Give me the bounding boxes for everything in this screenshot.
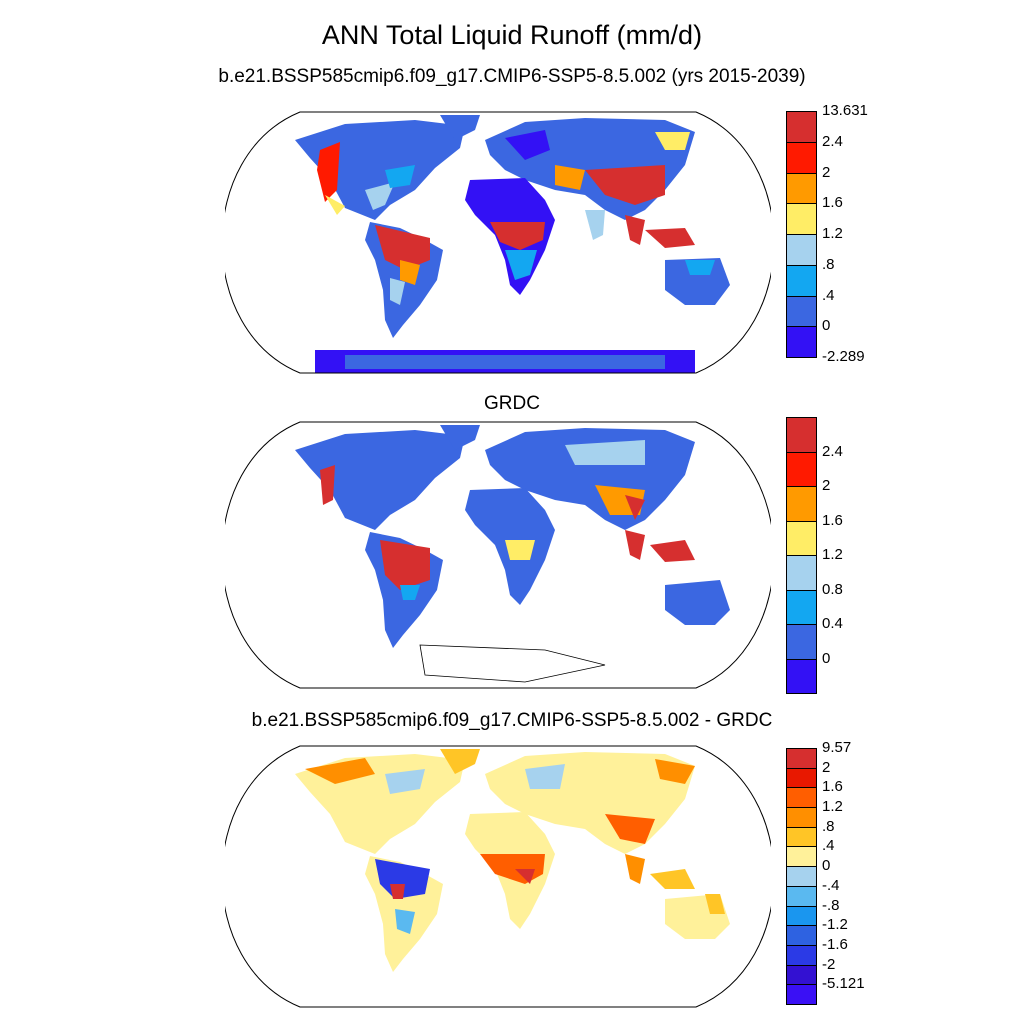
colorbar-label: -5.121 — [822, 975, 865, 993]
colorbar-label: 0.4 — [822, 615, 843, 632]
colorbar-label: 2 — [822, 163, 831, 181]
colorbar-swatch — [786, 417, 817, 453]
colorbar-swatch — [786, 767, 817, 789]
colorbar-label: 13.631 — [822, 102, 868, 119]
colorbar-label: -.8 — [822, 896, 840, 914]
colorbar-swatch — [786, 486, 817, 522]
colorbar-swatch — [786, 624, 817, 660]
colorbar-swatch — [786, 326, 817, 358]
colorbar-swatch — [786, 264, 817, 297]
colorbar-swatch — [786, 964, 817, 986]
colorbar-label: 2 — [822, 758, 831, 776]
south-asia — [625, 530, 645, 560]
colorbar-label: 1.6 — [822, 511, 843, 529]
greenland — [440, 115, 480, 140]
panel-3-map — [225, 745, 771, 1008]
australia — [665, 580, 730, 625]
colorbar-label: -1.6 — [822, 935, 848, 953]
colorbar-swatch — [786, 141, 817, 174]
greenland — [440, 425, 480, 450]
panel-3-subtitle: b.e21.BSSP585cmip6.f09_g17.CMIP6-SSP5-8.… — [251, 710, 773, 731]
colorbar-swatch — [786, 787, 817, 809]
colorbar-swatch — [786, 658, 817, 694]
north-america — [295, 430, 465, 530]
australia — [665, 258, 730, 305]
colorbar-label: 2.4 — [822, 442, 843, 460]
colorbar-label: 1.6 — [822, 778, 843, 796]
colorbar-label: 1.2 — [822, 798, 843, 816]
greenland — [440, 749, 480, 774]
panel-1-subtitle: b.e21.BSSP585cmip6.f09_g17.CMIP6-SSP5-8.… — [218, 66, 806, 87]
colorbar-label: 2 — [822, 477, 831, 494]
colorbar-swatch — [786, 944, 817, 966]
panel-1-map — [225, 111, 771, 374]
colorbar-label: 1.2 — [822, 546, 843, 563]
colorbar-swatch — [786, 846, 817, 868]
colorbar-label: -1.2 — [822, 916, 848, 934]
colorbar-label: .4 — [822, 286, 835, 304]
colorbar-label: 9.57 — [822, 739, 852, 756]
colorbar-swatch — [786, 885, 817, 907]
colorbar-label: 0 — [822, 649, 831, 667]
colorbar-swatch — [786, 520, 817, 556]
colorbar-label: .4 — [822, 837, 835, 855]
south-asia — [625, 854, 645, 884]
colorbar-swatch — [786, 826, 817, 848]
panel-2-subtitle: GRDC — [484, 393, 540, 414]
colorbar-label: 1.6 — [822, 194, 843, 212]
colorbar-label: .8 — [822, 817, 835, 835]
colorbar-swatch — [786, 807, 817, 828]
colorbar-label: -2.289 — [822, 348, 865, 365]
antarctica — [419, 644, 606, 683]
colorbar-swatch — [786, 589, 817, 625]
colorbar-label: -2 — [822, 955, 836, 973]
colorbar-swatch — [786, 984, 817, 1005]
colorbar-label: 0 — [822, 857, 831, 875]
colorbar-swatch — [786, 555, 817, 591]
colorbar-swatch — [786, 295, 817, 328]
colorbar-label: 0 — [822, 317, 831, 335]
colorbar-label: .8 — [822, 255, 835, 273]
colorbar-swatch — [786, 172, 817, 205]
colorbar-swatch — [786, 866, 817, 887]
colorbar-label: 2.4 — [822, 132, 843, 150]
colorbar-swatch — [786, 748, 817, 769]
colorbar-label: 0.8 — [822, 580, 843, 598]
panel-2-map — [225, 421, 771, 689]
figure-title: ANN Total Liquid Runoff (mm/d) — [321, 20, 703, 50]
colorbar-swatch — [786, 905, 817, 927]
south-asia — [585, 210, 605, 240]
colorbar-swatch — [786, 451, 817, 487]
colorbar-swatch — [786, 111, 817, 143]
colorbar-swatch — [786, 925, 817, 946]
colorbar-swatch — [786, 234, 817, 266]
colorbar-swatch — [786, 203, 817, 235]
colorbar-label: -.4 — [822, 876, 840, 894]
colorbar-label: 1.2 — [822, 225, 843, 242]
